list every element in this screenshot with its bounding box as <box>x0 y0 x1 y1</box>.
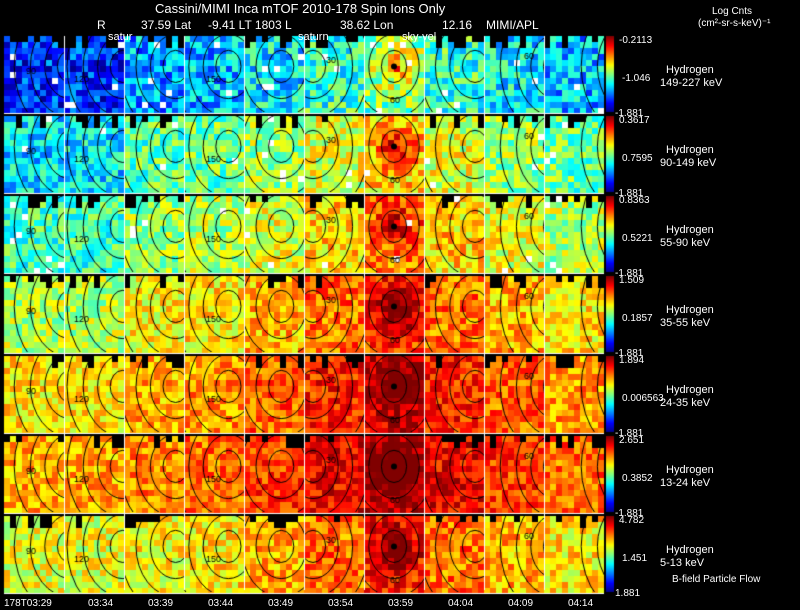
saturn-marker-label: satur <box>108 31 133 43</box>
time-tick-label: 03:39 <box>148 598 174 609</box>
time-tick-label: 04:04 <box>448 598 474 609</box>
energy-label: 5-13 keV <box>660 557 705 569</box>
species-label: Hydrogen <box>666 464 714 476</box>
units-formula: (cm²-sr-s-keV)⁻¹ <box>698 18 771 29</box>
colorbar-mid-label: 0.3852 <box>622 473 653 484</box>
time-tick-label: 03:44 <box>208 598 234 609</box>
species-label: Hydrogen <box>666 144 714 156</box>
colorbar-max-label: 2.651 <box>619 435 645 446</box>
time-tick-label: 03:54 <box>328 598 354 609</box>
colorbar-min-label: -1.881 <box>615 108 644 119</box>
colorbar-max-label: 1.509 <box>619 275 645 286</box>
energy-label: 24-35 keV <box>660 397 711 409</box>
colorbar-max-label: 4.782 <box>619 515 645 526</box>
colorbar-max-label: 0.8363 <box>619 195 650 206</box>
units-label: Log Cnts <box>712 6 753 17</box>
time-tick-label: 178T03:29 <box>4 598 52 609</box>
r-label: R <box>97 18 106 32</box>
energy-label: 13-24 keV <box>660 477 711 489</box>
time-tick-label: 04:14 <box>568 598 594 609</box>
flow-legend-note: B-field Particle Flow <box>672 574 761 585</box>
colorbar-min-label: -1.881 <box>615 348 644 359</box>
species-label: Hydrogen <box>666 544 714 556</box>
colorbar-min-label: -1.881 <box>615 428 644 439</box>
time-tick-label: 03:34 <box>88 598 114 609</box>
colorbar-mid-label: -1.046 <box>622 73 651 84</box>
energy-label: 149-227 keV <box>660 77 723 89</box>
colorbar-mid-label: 0.006563 <box>622 393 664 404</box>
colorbar-max-label: -0.2113 <box>619 35 653 46</box>
species-label: Hydrogen <box>666 224 714 236</box>
time-tick-label: 03:49 <box>268 598 294 609</box>
energy-label: 90-149 keV <box>660 157 717 169</box>
species-label: Hydrogen <box>666 304 714 316</box>
colorbar-min-label: -1.881 <box>615 188 644 199</box>
species-label: Hydrogen <box>666 64 714 76</box>
saturn-marker-label-2: saturn <box>298 31 329 43</box>
local-time-readout: -9.41 LT 1803 L <box>208 18 292 32</box>
longitude-readout: 38.62 Lon <box>340 18 394 32</box>
chart-title: Cassini/MIMI Inca mTOF 2010-178 Spin Ion… <box>155 1 446 16</box>
time-tick-label: 03:59 <box>388 598 414 609</box>
species-label: Hydrogen <box>666 384 714 396</box>
time-tick-label: 04:09 <box>508 598 534 609</box>
colorbar-max-label: 1.894 <box>619 355 645 366</box>
latitude-readout: 37.59 Lat <box>141 18 192 32</box>
colorbar-mid-label: 1.451 <box>622 553 648 564</box>
colorbar-mid-label: 0.5221 <box>622 233 653 244</box>
colorbar-mid-label: 0.7595 <box>622 153 653 164</box>
energy-label: 35-55 keV <box>660 317 711 329</box>
colorbar-max-label: 0.3617 <box>619 115 650 126</box>
colorbar-min-label: -1.881 <box>615 508 644 519</box>
colorbar-min-label: 1.881 <box>615 588 641 599</box>
colorbar-min-label: -1.881 <box>615 268 644 279</box>
institution-label: MIMI/APL <box>486 18 539 32</box>
energy-label: 55-90 keV <box>660 237 711 249</box>
range-readout: 12.16 <box>442 18 473 32</box>
colorbar-mid-label: 0.1857 <box>622 313 653 324</box>
sky-velocity-label: sky-vel <box>402 31 437 43</box>
